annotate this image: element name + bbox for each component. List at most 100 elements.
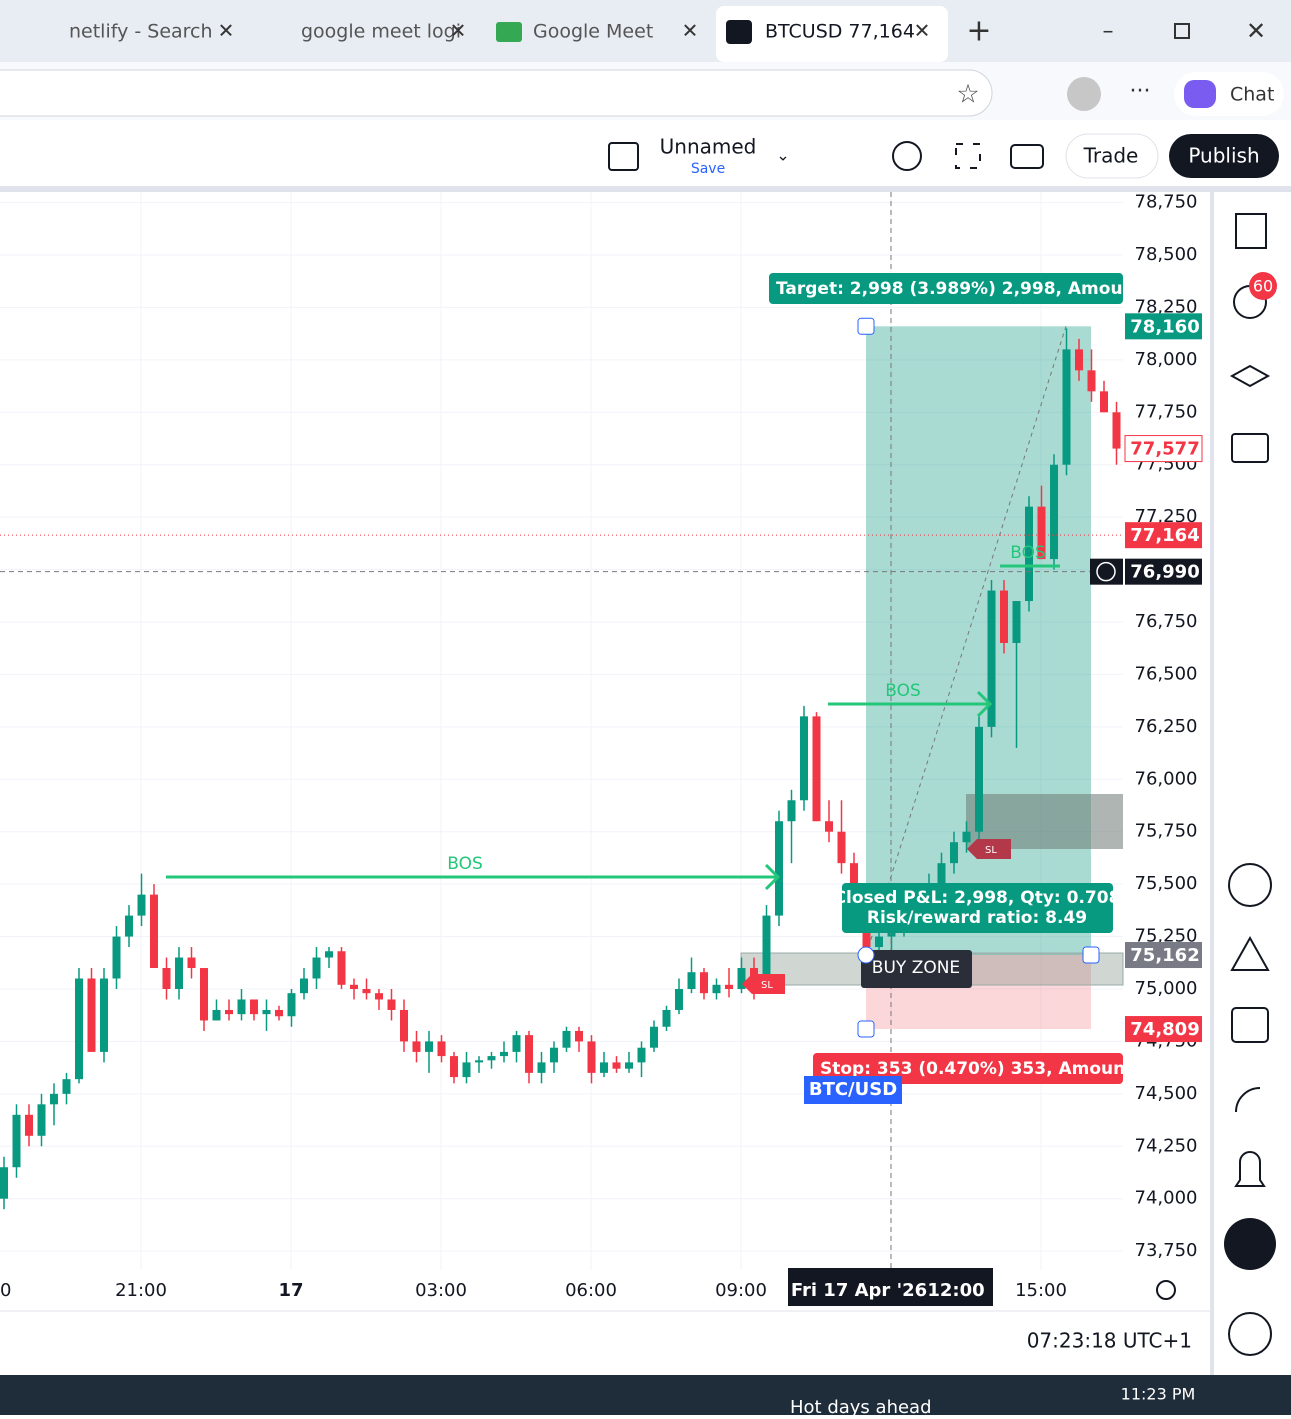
taskbar <box>0 1375 1291 1415</box>
candle-body <box>612 1062 621 1069</box>
pnl-label: Closed P&L: 2,998, Qty: 0.708 <box>834 888 1121 908</box>
candle-body <box>1025 506 1033 602</box>
address-bar[interactable] <box>0 69 993 117</box>
profile[interactable] <box>1067 77 1101 111</box>
x-tick-label: 21:00 <box>115 1280 167 1301</box>
tab-title[interactable]: BTCUSD 77,164 <box>765 21 915 43</box>
y-tick-label: 74,500 <box>1135 1083 1198 1104</box>
candle-body <box>400 1009 408 1042</box>
y-tick-label: 75,750 <box>1135 821 1198 842</box>
chat-icon[interactable] <box>1231 433 1269 463</box>
fullscreen-icon[interactable] <box>955 143 981 169</box>
trade-button[interactable] <box>1065 133 1159 179</box>
candle-body <box>262 1009 271 1015</box>
candle-body <box>825 821 833 832</box>
y-tick-label: 78,750 <box>1135 192 1198 213</box>
tab-close[interactable]: ✕ <box>218 19 235 43</box>
tab-close[interactable]: ✕ <box>914 19 931 43</box>
bell-icon[interactable] <box>1234 1151 1266 1187</box>
tab-title[interactable]: Google Meet <box>533 21 653 43</box>
watchlist-icon[interactable] <box>1235 213 1267 249</box>
close[interactable]: ✕ <box>1246 17 1266 45</box>
candle-body <box>212 1009 221 1021</box>
candle-body <box>1087 370 1096 392</box>
candle-body <box>875 936 883 948</box>
candle-body <box>275 1009 283 1017</box>
dropdown[interactable]: ⌄ <box>776 146 789 165</box>
target-icon[interactable] <box>1228 863 1272 907</box>
tab-close[interactable]: ✕ <box>682 19 699 43</box>
x-tick-label: 12:00 <box>927 1280 984 1301</box>
minimize[interactable]: – <box>1103 19 1114 44</box>
plus-icon <box>1096 561 1116 582</box>
handle[interactable] <box>1082 946 1100 964</box>
save-link[interactable]: Save <box>691 161 725 177</box>
candle-body <box>987 590 996 727</box>
candle-body <box>662 1009 671 1027</box>
x-tick-label: 15:00 <box>1015 1280 1067 1301</box>
rr-label: Risk/reward ratio: 8.49 <box>867 908 1087 928</box>
candle-body <box>37 1104 46 1136</box>
y-tick-label: 77,250 <box>1135 506 1198 527</box>
candle-body <box>1062 349 1071 465</box>
handle[interactable] <box>857 1020 875 1038</box>
stream-icon[interactable] <box>1235 1087 1261 1113</box>
apps-icon[interactable] <box>1224 1218 1276 1270</box>
price-label-bg <box>1125 942 1202 969</box>
favorite[interactable]: ☆ <box>956 80 979 110</box>
candle-body <box>837 831 846 864</box>
stop-label: Stop: 353 (0.470%) 353, Amount: 75 <box>820 1059 1170 1079</box>
calendar-icon[interactable] <box>1231 1007 1269 1043</box>
weather: Hot days ahead <box>790 1397 932 1415</box>
right-sidebar <box>1210 192 1291 1378</box>
restore[interactable] <box>1174 23 1190 39</box>
y-tick-label: 78,250 <box>1135 296 1198 317</box>
ideas-icon[interactable] <box>1230 935 1270 971</box>
candle-body <box>125 915 133 937</box>
clock: 07:23:18 UTC+1 <box>1027 1329 1192 1353</box>
camera-icon[interactable] <box>1010 144 1044 169</box>
active-tab[interactable] <box>716 6 948 62</box>
layout-name[interactable]: Unnamed <box>660 135 757 159</box>
new-tab[interactable]: + <box>966 14 991 49</box>
y-tick-label: 76,000 <box>1135 768 1198 789</box>
candle-body <box>100 978 108 1052</box>
layout-icon[interactable] <box>608 142 639 171</box>
sl-label: SL <box>761 980 773 991</box>
candle-body <box>775 821 783 916</box>
tab-title[interactable]: google meet logi <box>301 21 461 43</box>
candle-body <box>650 1026 658 1048</box>
publish-button[interactable] <box>1169 134 1279 178</box>
candle-body <box>162 968 171 989</box>
tab-title[interactable]: netlify - Search <box>69 21 213 43</box>
price-label: 74,809 <box>1130 1019 1199 1040</box>
candle-body <box>700 972 708 994</box>
entry-handle[interactable] <box>857 946 875 964</box>
candle-body <box>425 1041 433 1052</box>
meet-icon <box>496 22 522 42</box>
tab-close[interactable]: ✕ <box>450 19 467 43</box>
candle-body <box>137 894 146 916</box>
layers-icon[interactable] <box>1229 364 1271 388</box>
candle-body <box>762 915 771 989</box>
candle-body <box>575 1030 583 1042</box>
price-label-bg <box>1125 558 1202 585</box>
candle-body <box>50 1093 58 1105</box>
axis-settings[interactable] <box>1156 1280 1176 1300</box>
badge <box>1249 272 1277 300</box>
candle-body <box>1000 590 1008 643</box>
menu[interactable]: ··· <box>1130 79 1151 104</box>
candle-body <box>1112 412 1121 449</box>
handle[interactable] <box>857 317 875 335</box>
price-label-bg <box>1125 313 1202 340</box>
x-tick-label: 00 <box>0 1280 11 1301</box>
bos-label: BOS <box>447 854 483 874</box>
tab-bar <box>0 0 1291 62</box>
candle-body <box>537 1062 546 1073</box>
tv-icon <box>726 20 752 44</box>
settings-icon[interactable] <box>892 141 922 171</box>
candle-body <box>812 716 821 822</box>
help-icon[interactable] <box>1228 1312 1272 1356</box>
price-label: 77,577 <box>1130 439 1199 460</box>
candle-body <box>362 988 371 994</box>
